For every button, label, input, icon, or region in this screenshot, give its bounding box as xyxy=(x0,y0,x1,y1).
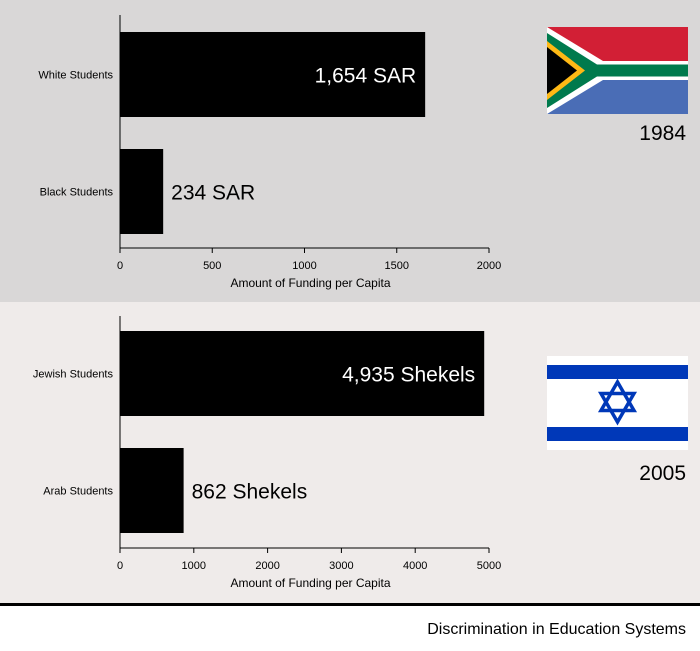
x-tick-label-500: 500 xyxy=(203,260,221,272)
data-label-black-students: 234 SAR xyxy=(171,182,255,205)
x-tick-label-1000: 1000 xyxy=(182,560,206,572)
israel-flag xyxy=(547,356,688,450)
south-africa-panel: 0 500 1000 1500 2000 Amount of Funding per Ca… xyxy=(0,0,700,302)
x-tick-label-0: 0 xyxy=(117,260,123,272)
x-tick-label-3000: 3000 xyxy=(329,560,353,572)
x-tick-label-1000: 1000 xyxy=(292,260,316,272)
bar-jewish-students xyxy=(120,331,485,416)
footer-divider xyxy=(0,603,700,606)
x-tick-label-5000: 5000 xyxy=(477,560,501,572)
x-tick-label-4000: 4000 xyxy=(403,560,427,572)
bar-white-students xyxy=(120,32,426,117)
x-tick-label-0: 0 xyxy=(117,560,123,572)
x-axis-label: Amount of Funding per Capita xyxy=(230,576,390,590)
data-label-white-students: 1,654 SAR xyxy=(315,65,417,88)
category-label-black-students: Black Students xyxy=(40,187,114,199)
year-1984-label: 1984 xyxy=(639,122,686,145)
bar-arab-students xyxy=(120,448,184,533)
category-label-jewish-students: Jewish Students xyxy=(33,369,114,381)
category-label-white-students: White Students xyxy=(38,70,113,82)
category-label-arab-students: Arab Students xyxy=(43,486,113,498)
year-2005-label: 2005 xyxy=(639,462,686,485)
x-tick-label-2000: 2000 xyxy=(477,260,501,272)
x-tick-label-1500: 1500 xyxy=(385,260,409,272)
bar-black-students xyxy=(120,149,164,234)
footer-title: Discrimination in Education Systems xyxy=(427,621,686,638)
data-label-arab-students: 862 Shekels xyxy=(192,481,308,504)
x-axis-label: Amount of Funding per Capita xyxy=(230,276,390,290)
south-africa-funding-chart: 0 500 1000 1500 2000 Amount of Funding per Ca… xyxy=(38,15,501,290)
israel-funding-chart: 0 1000 2000 3000 4000 5000 Amount of Funding p… xyxy=(33,316,501,590)
x-tick-label-2000: 2000 xyxy=(255,560,279,572)
data-label-jewish-students: 4,935 Shekels xyxy=(342,364,475,387)
israel-panel: 0 1000 2000 3000 4000 5000 Amount of Funding p… xyxy=(0,302,700,603)
south-africa-flag xyxy=(547,27,688,114)
